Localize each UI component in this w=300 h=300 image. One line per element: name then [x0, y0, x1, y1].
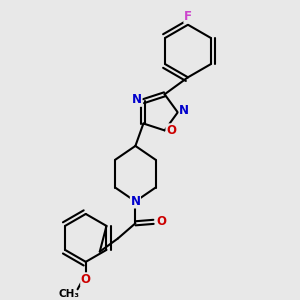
- Text: O: O: [81, 273, 91, 286]
- Text: N: N: [179, 104, 189, 117]
- Text: O: O: [166, 124, 176, 137]
- Text: O: O: [157, 215, 167, 228]
- Text: CH₃: CH₃: [59, 289, 80, 299]
- Text: F: F: [184, 10, 192, 23]
- Text: N: N: [130, 195, 140, 208]
- Text: N: N: [132, 93, 142, 106]
